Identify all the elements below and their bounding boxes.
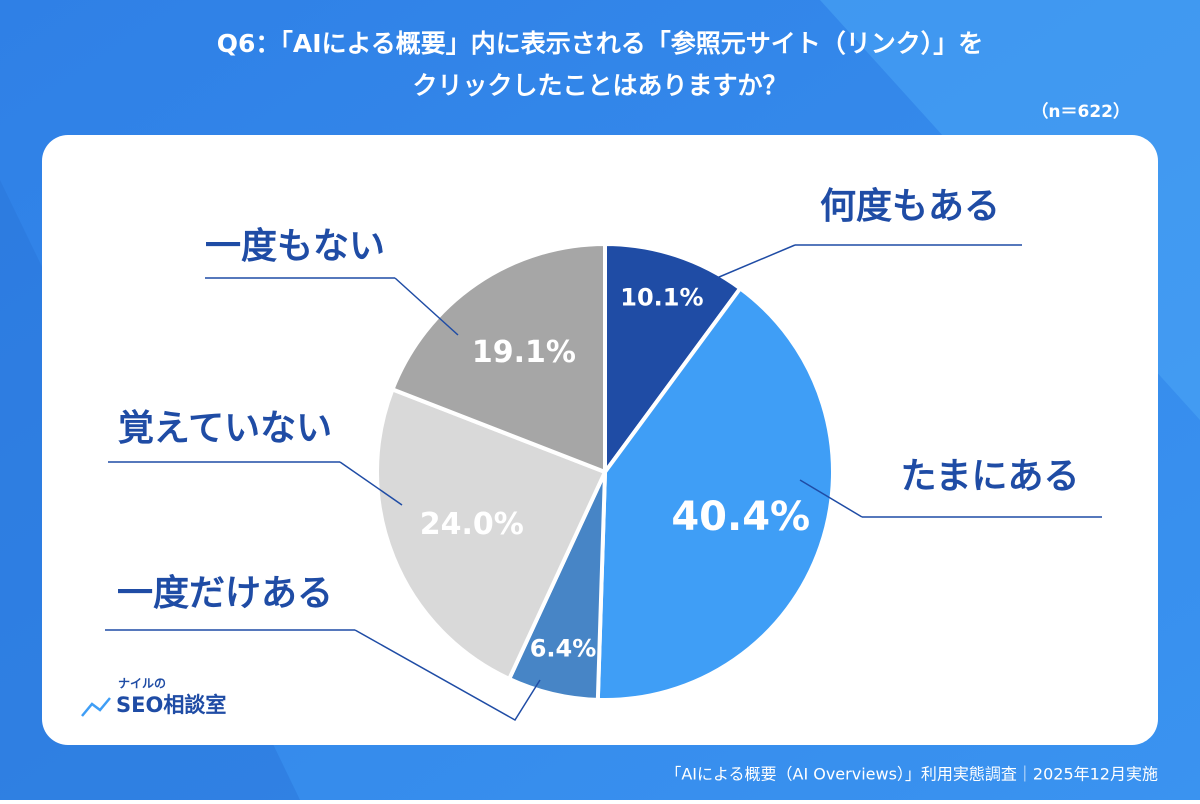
leader-line xyxy=(354,629,541,722)
chart-title: クリックしたことはありますか？ xyxy=(412,71,787,100)
logo-icon xyxy=(81,697,111,717)
value-label: 6.4% xyxy=(530,634,597,662)
source: 「AIによる概要（AI Overviews）」利用実態調査｜2025年12月実施 xyxy=(665,765,1158,784)
category-label: 一度もない xyxy=(205,226,385,267)
logo-text: SEO相談室 xyxy=(116,693,226,717)
leader-line xyxy=(711,244,796,281)
chart-title: Q6：「AIによる概要」内に表示される「参照元サイト（リンク）」を xyxy=(217,29,984,58)
pie-slice xyxy=(389,241,607,475)
value-label: 10.1% xyxy=(620,284,703,312)
category-label: たまにある xyxy=(901,456,1080,497)
leader-line xyxy=(799,479,863,518)
pie-slice xyxy=(595,285,835,702)
leader-line xyxy=(339,461,403,506)
logo: ナイルの SEO相談室 xyxy=(81,677,226,717)
value-label: 40.4% xyxy=(671,494,810,540)
category-label: 何度もある xyxy=(820,186,1000,227)
category-label: 一度だけある xyxy=(117,573,333,614)
leader-line xyxy=(394,277,459,336)
logo-text: ナイルの xyxy=(118,677,166,691)
value-label: 19.1% xyxy=(472,335,576,370)
pie-slice xyxy=(603,241,743,479)
pie-slice xyxy=(375,386,608,682)
category-label: 覚えていない xyxy=(118,408,332,449)
value-label: 24.0% xyxy=(420,507,524,542)
subtitle: （n＝622） xyxy=(1031,101,1130,122)
